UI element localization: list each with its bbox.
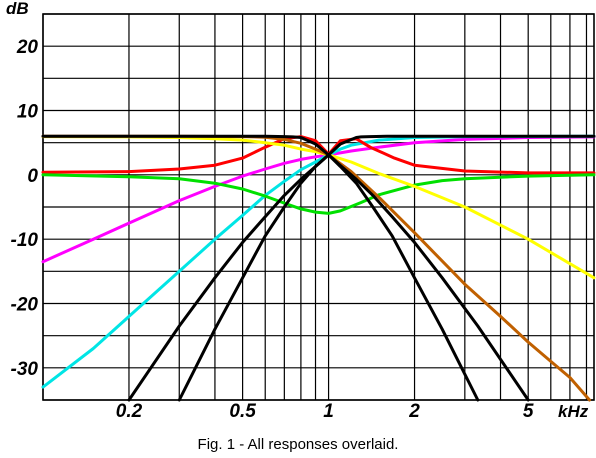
series-line-0	[41, 135, 596, 264]
x-tick-label: 1	[323, 401, 334, 422]
y-tick-label: 0	[27, 166, 38, 187]
y-axis-unit-label: dB	[6, 0, 29, 18]
y-tick-label: 20	[16, 37, 39, 58]
y-tick-label: 10	[17, 102, 39, 123]
series-line-2	[41, 135, 596, 175]
y-tick-label: -20	[11, 295, 39, 316]
plot-frame	[42, 13, 595, 401]
x-axis-unit-label: kHz	[558, 402, 589, 421]
series-line-10	[327, 153, 530, 402]
series-line-9	[127, 153, 331, 402]
frequency-response-chart: 20 10 0 -10 -20 -30 0.2 0.5 1 2 5 dB kHz	[6, 0, 596, 422]
series-group	[41, 134, 596, 402]
y-tick-label: -10	[11, 230, 39, 251]
y-tick-label: -30	[11, 359, 39, 380]
figure-caption: Fig. 1 - All responses overlaid.	[197, 436, 399, 453]
x-tick-label: 0.2	[116, 401, 143, 422]
tick-labels: 20 10 0 -10 -20 -30 0.2 0.5 1 2 5	[11, 37, 534, 422]
x-tick-label: 2	[408, 401, 420, 422]
series-line-8	[327, 153, 480, 402]
series-line-1	[41, 134, 596, 389]
x-tick-label: 0.5	[229, 401, 256, 422]
x-tick-label: 5	[523, 401, 534, 422]
series-line-4	[41, 135, 596, 280]
grid	[42, 13, 595, 401]
series-line-3	[41, 173, 596, 215]
